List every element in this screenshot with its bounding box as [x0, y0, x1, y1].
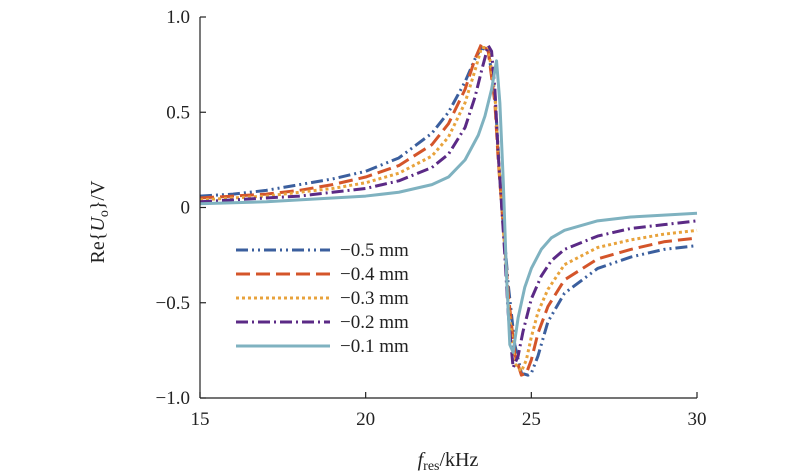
legend-label: −0.3 mm — [340, 288, 409, 309]
y-tick-label: 0 — [181, 198, 191, 219]
y-axis-title: Re{Uo}/V — [87, 180, 112, 263]
y-axis-title-sub: o — [97, 210, 112, 217]
y-tick-label: −1.0 — [156, 388, 190, 409]
x-tick-label: 15 — [191, 409, 210, 430]
x-tick-label: 20 — [356, 409, 375, 430]
legend-label: −0.2 mm — [340, 312, 409, 333]
legend-label: −0.1 mm — [340, 336, 409, 357]
x-axis-title-sub: res — [423, 459, 439, 474]
y-tick-label: 0.5 — [166, 102, 190, 123]
x-axis-title-main: f — [418, 449, 426, 471]
series-line-2 — [199, 42, 698, 377]
series-line-4 — [199, 44, 698, 370]
y-tick-label: 1.0 — [166, 7, 190, 28]
series-line-1 — [199, 45, 698, 377]
axes — [199, 17, 697, 399]
y-axis-title-prefix: Re{ — [87, 232, 109, 264]
y-tick-label: −0.5 — [156, 293, 190, 314]
legend-label: −0.4 mm — [340, 264, 409, 285]
x-axis-title-unit: /kHz — [440, 449, 479, 471]
x-tick-label: 30 — [688, 409, 707, 430]
ticks: 1.0 0.5 0 −0.5 −1.015 20 25 30 — [156, 7, 707, 430]
legend: −0.5 mm −0.4 mm −0.3 mm −0.2 mm −0.1 mm — [236, 240, 409, 357]
plot-area — [199, 42, 698, 377]
y-axis-title-main: U — [87, 216, 109, 232]
y-axis-title-suffix: }/V — [87, 180, 109, 210]
legend-label: −0.5 mm — [340, 240, 409, 261]
series-line-5 — [199, 59, 698, 354]
x-axis-title: fres/kHz — [418, 449, 479, 474]
x-tick-label: 25 — [522, 409, 541, 430]
